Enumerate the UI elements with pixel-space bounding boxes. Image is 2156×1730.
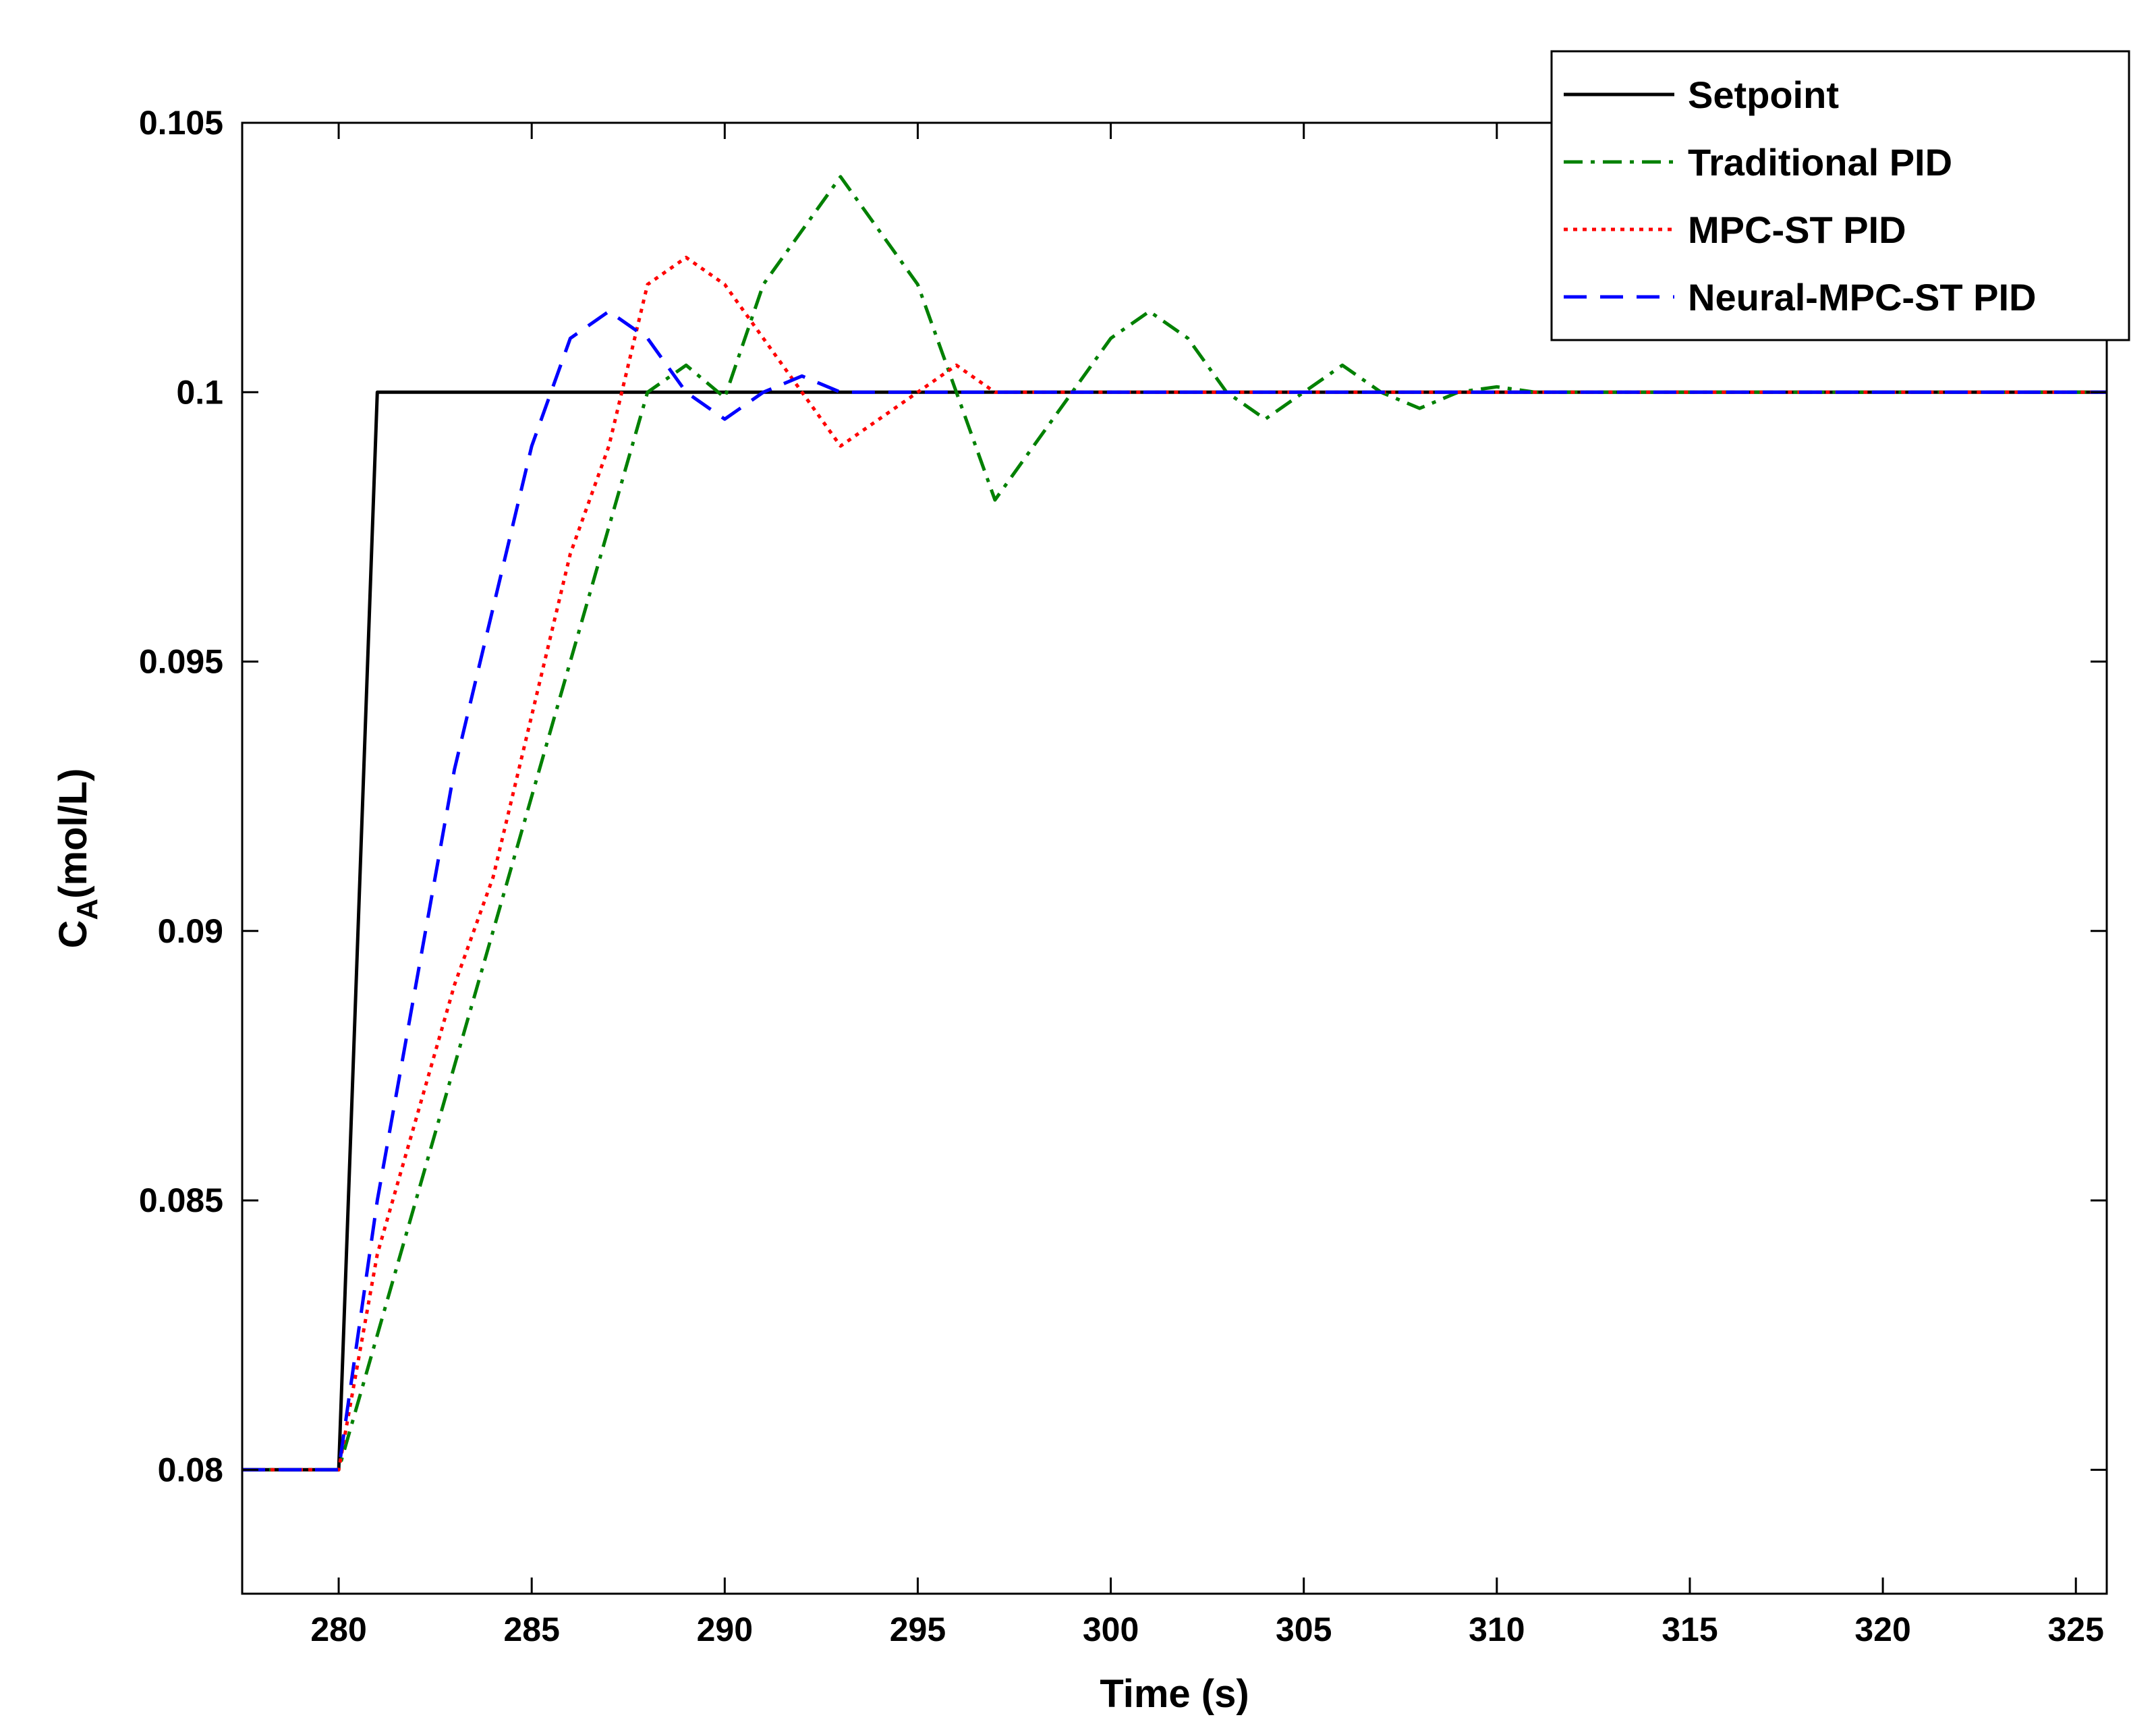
x-tick-label: 310 — [1469, 1611, 1525, 1648]
legend-label: Neural-MPC-ST PID — [1688, 276, 2037, 318]
legend-box — [1550, 50, 2130, 341]
legend: Setpoint Traditional PID MPC-ST PID Neural-… — [1550, 50, 2130, 341]
y-tick-label: 0.095 — [139, 643, 223, 681]
tick-layer: 280 285 290 295 300 305 310 315 320 325 0.08 0.085 0… — [139, 104, 2107, 1648]
legend-items: Setpoint Traditional PID MPC-ST PID Neural-… — [1564, 74, 2037, 318]
y-tick-label: 0.105 — [139, 104, 223, 142]
legend-label: MPC-ST PID — [1688, 208, 1906, 251]
x-tick-label: 315 — [1662, 1611, 1718, 1648]
y-axis-title-subscript: A — [71, 899, 104, 920]
plot-area — [242, 123, 2107, 1594]
legend-label: Setpoint — [1688, 74, 1839, 116]
y-tick-label: 0.08 — [158, 1451, 223, 1488]
y-tick-label: 0.085 — [139, 1181, 223, 1219]
series-line-traditional-pid — [242, 175, 2107, 1472]
series-layer — [242, 175, 2107, 1472]
x-tick-label: 325 — [2048, 1611, 2104, 1648]
series-line-mpc-st-pid — [242, 256, 2107, 1472]
y-axis-title-main: C — [51, 920, 95, 949]
x-axis-title: Time (s) — [1100, 1672, 1249, 1716]
y-tick-label: 0.09 — [158, 912, 223, 950]
x-tick-label: 295 — [890, 1611, 946, 1648]
x-tick-label: 280 — [310, 1611, 366, 1648]
x-tick-label: 300 — [1083, 1611, 1139, 1648]
y-axis-title: CA(mol/L) — [51, 769, 104, 949]
legend-label: Traditional PID — [1688, 141, 1952, 184]
plot-frame — [241, 121, 2108, 1595]
x-tick-label: 290 — [697, 1611, 753, 1648]
y-tick-label: 0.1 — [176, 373, 223, 411]
x-tick-label: 285 — [503, 1611, 559, 1648]
x-tick-label: 305 — [1276, 1611, 1332, 1648]
series-line-neural-mpc-st-pid — [242, 310, 2107, 1472]
y-axis-title-units: (mol/L) — [51, 769, 95, 899]
x-tick-label: 320 — [1854, 1611, 1910, 1648]
